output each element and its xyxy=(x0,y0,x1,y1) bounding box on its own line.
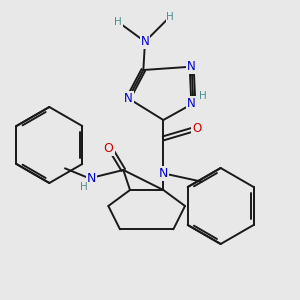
Text: O: O xyxy=(192,122,201,134)
Text: H: H xyxy=(167,12,174,22)
Text: H: H xyxy=(200,91,207,101)
Text: N: N xyxy=(187,60,196,73)
Text: N: N xyxy=(187,97,196,110)
Text: H: H xyxy=(80,182,88,192)
Text: N: N xyxy=(159,167,168,180)
Text: N: N xyxy=(87,172,96,185)
Text: N: N xyxy=(124,92,133,105)
Text: H: H xyxy=(114,17,122,27)
Text: N: N xyxy=(141,35,149,48)
Text: O: O xyxy=(104,142,114,155)
